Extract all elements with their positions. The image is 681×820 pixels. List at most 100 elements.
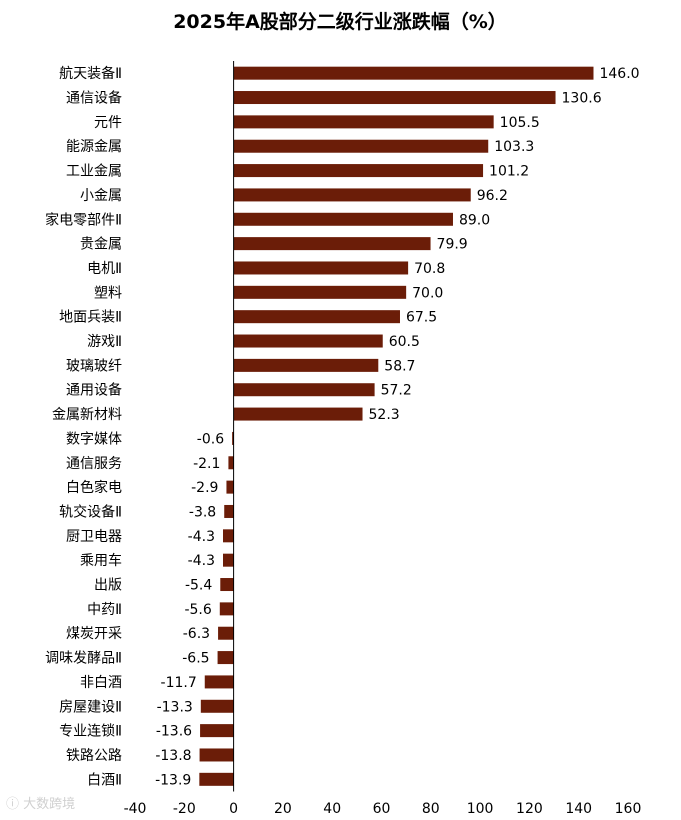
x-tick-label: 80 [422, 801, 440, 817]
value-label: 79.9 [437, 237, 468, 253]
category-label: 数字媒体 [66, 431, 122, 447]
category-label: 房屋建设Ⅱ [59, 699, 122, 715]
value-label: -4.3 [188, 553, 215, 569]
category-label: 家电零部件Ⅱ [45, 211, 122, 228]
category-label: 厨卫电器 [66, 529, 122, 545]
value-label: 146.0 [599, 66, 639, 82]
bar-19 [223, 529, 234, 543]
value-label: -13.6 [156, 724, 192, 740]
bar-11 [233, 334, 383, 348]
category-label: 煤炭开采 [66, 626, 122, 642]
bar-28 [199, 748, 234, 762]
value-label: 57.2 [381, 383, 412, 399]
category-label: 通信设备 [66, 90, 122, 107]
bar-22 [219, 602, 234, 616]
x-tick-label: 60 [373, 801, 391, 817]
category-label: 非白酒 [80, 675, 122, 691]
bar-13 [233, 383, 375, 397]
value-label: -13.8 [155, 748, 191, 764]
bar-12 [233, 358, 379, 372]
bar-4 [233, 164, 484, 178]
category-label: 专业连锁Ⅱ [59, 724, 122, 740]
bar-7 [233, 237, 431, 251]
x-tick-label: 40 [323, 801, 341, 817]
category-label: 电机Ⅱ [87, 261, 122, 277]
category-label: 工业金属 [66, 164, 122, 180]
x-tick-label: 0 [229, 801, 238, 817]
category-label: 中药Ⅱ [87, 602, 122, 618]
bar-17 [226, 480, 234, 494]
category-label: 航天装备Ⅱ [59, 65, 122, 82]
category-label: 通信服务 [66, 456, 122, 472]
bars-layer [199, 66, 594, 786]
category-label: 白酒Ⅱ [87, 772, 122, 788]
value-label: 58.7 [384, 358, 415, 374]
value-label: 70.0 [412, 285, 443, 301]
bar-2 [233, 115, 494, 129]
value-label: -2.9 [191, 480, 218, 496]
value-label: -5.4 [185, 578, 212, 594]
chart-title: 2025年A股部分二级行业涨跌幅（%） [173, 10, 507, 33]
category-label: 玻璃玻纤 [66, 357, 122, 374]
x-tick-label: 120 [516, 801, 543, 817]
value-label: 89.0 [459, 212, 490, 228]
category-label: 白色家电 [66, 479, 122, 496]
bar-29 [199, 772, 234, 786]
category-label: 游戏Ⅱ [87, 334, 122, 350]
bar-25 [204, 675, 234, 689]
value-label: 67.5 [406, 310, 437, 326]
x-tick-label: 140 [565, 801, 592, 817]
value-label: 105.5 [500, 115, 540, 131]
bar-0 [233, 66, 594, 80]
value-label: -0.6 [197, 431, 224, 447]
bar-21 [220, 578, 234, 592]
value-label: -13.3 [157, 699, 193, 715]
value-label: -13.9 [155, 772, 191, 788]
category-label: 通用设备 [66, 382, 122, 399]
bar-26 [200, 699, 234, 713]
x-tick-label: -40 [124, 801, 147, 817]
value-label: 96.2 [477, 188, 508, 204]
category-label: 调味发酵品Ⅱ [45, 651, 122, 667]
bar-9 [233, 285, 407, 299]
category-label: 金属新材料 [52, 407, 122, 423]
value-label: -11.7 [161, 675, 197, 691]
category-label: 能源金属 [66, 139, 122, 155]
bar-14 [233, 407, 363, 421]
category-label: 地面兵装Ⅱ [59, 310, 122, 326]
bar-3 [233, 139, 489, 153]
value-label: 101.2 [489, 164, 529, 180]
bar-8 [233, 261, 409, 275]
value-label: -3.8 [189, 504, 216, 520]
value-label: 130.6 [562, 91, 602, 107]
bar-23 [218, 626, 234, 640]
value-label: -4.3 [188, 529, 215, 545]
value-label: 70.8 [414, 261, 445, 277]
x-tick-label: 20 [274, 801, 292, 817]
bar-18 [224, 504, 234, 518]
value-label: -6.3 [183, 626, 210, 642]
value-labels: 146.0 130.6 105.5 103.3 101.2 96.2 89.0 79.9 70.… [155, 66, 639, 788]
x-tick-label: -20 [173, 801, 196, 817]
category-label: 小金属 [80, 188, 122, 204]
value-label: 60.5 [389, 334, 420, 350]
value-label: 103.3 [494, 139, 534, 155]
category-label: 轨交设备Ⅱ [59, 503, 122, 520]
x-axis-ticks: -40 -20 0 20 40 60 80 100 120 140 160 [124, 801, 642, 817]
bar-5 [233, 188, 471, 202]
bar-15 [232, 431, 234, 445]
bar-6 [233, 212, 453, 226]
x-tick-label: 160 [615, 801, 642, 817]
value-label: 52.3 [369, 407, 400, 423]
category-label: 出版 [94, 578, 122, 594]
category-label: 乘用车 [80, 552, 122, 569]
bar-24 [217, 651, 234, 665]
category-label: 贵金属 [80, 237, 122, 253]
category-label: 塑料 [94, 285, 122, 301]
bar-1 [233, 91, 556, 105]
value-label: -5.6 [184, 602, 211, 618]
bar-27 [200, 724, 234, 738]
watermark-logo: ⓘ 大数跨境 [6, 797, 76, 812]
